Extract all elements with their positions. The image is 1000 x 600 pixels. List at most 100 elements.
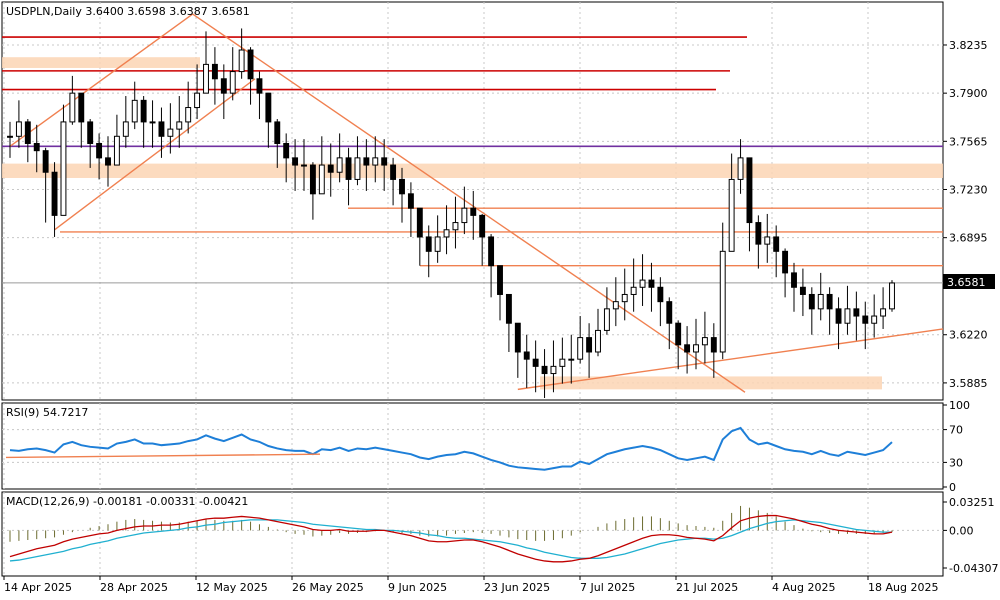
bearish-candle <box>657 286 664 303</box>
bearish-candle <box>808 293 815 310</box>
bearish-candle <box>666 301 673 324</box>
bearish-candle <box>791 272 797 288</box>
bullish-candle <box>728 178 735 252</box>
bullish-candle <box>452 222 459 231</box>
candlesticks <box>7 28 895 398</box>
bearish-candle <box>746 157 753 224</box>
bullish-candle <box>844 308 851 324</box>
macd-tick-label: 0.00 <box>949 524 974 537</box>
bullish-candle <box>176 121 183 130</box>
bullish-candle <box>372 157 379 166</box>
x-tick-label: 14 Apr 2025 <box>4 581 72 594</box>
rsi-line <box>9 426 893 471</box>
bearish-candle <box>505 293 512 324</box>
bearish-candle <box>158 121 165 137</box>
bullish-candle <box>7 135 13 138</box>
bullish-candle <box>889 282 895 310</box>
x-tick-label: 26 May 2025 <box>292 581 364 594</box>
bearish-candle <box>648 279 655 288</box>
price-tick-label: 3.6895 <box>949 232 988 245</box>
bullish-candle <box>336 157 343 173</box>
bullish-candle <box>167 128 174 137</box>
bearish-candle <box>782 250 789 274</box>
bearish-candle <box>835 308 842 324</box>
bullish-candle <box>871 315 878 324</box>
bearish-candle <box>105 157 111 166</box>
y-axis: 3.8235 3.7900 3.7565 3.7230 3.6895 3.6220 3.58… <box>943 39 998 575</box>
bearish-candle <box>87 121 94 144</box>
trend-line <box>54 78 256 231</box>
bullish-candle <box>630 286 637 295</box>
bearish-candle <box>497 265 503 295</box>
bullish-candle <box>15 121 22 137</box>
rsi-tick-label: 100 <box>949 399 970 412</box>
price-zone <box>540 376 882 390</box>
horizontal-levels <box>2 36 943 284</box>
bullish-candle <box>603 308 610 331</box>
bullish-candle <box>318 164 325 195</box>
bullish-candle <box>693 344 699 353</box>
x-tick-label: 18 Aug 2025 <box>868 581 938 594</box>
bullish-candle <box>737 157 744 180</box>
bearish-candle <box>532 358 539 367</box>
rsi-panel-frame <box>1 402 944 490</box>
bearish-candle <box>710 337 717 353</box>
bearish-candle <box>283 142 290 159</box>
bullish-candle <box>203 63 209 94</box>
bullish-candle <box>60 121 67 216</box>
price-tick-label: 3.8235 <box>949 39 988 52</box>
bearish-candle <box>853 308 860 317</box>
bullish-candle <box>719 250 726 353</box>
bearish-candle <box>799 286 806 295</box>
price-tick-label: 3.5885 <box>949 377 988 390</box>
bearish-candle <box>586 337 593 353</box>
bullish-candle <box>122 121 129 137</box>
macd-tick-label: -0.04307 <box>949 562 998 575</box>
bearish-candle <box>274 121 281 144</box>
bearish-candle <box>220 78 227 94</box>
rsi-trend-line <box>5 453 321 459</box>
trend-line <box>517 328 944 391</box>
rsi-tick-label: 0 <box>949 481 956 494</box>
price-tick-label: 3.7230 <box>949 183 988 196</box>
bearish-candle <box>479 214 486 238</box>
bullish-candle <box>817 293 824 310</box>
bullish-candle <box>113 135 120 166</box>
x-tick-label: 23 Jun 2025 <box>484 581 550 594</box>
bearish-candle <box>826 293 833 310</box>
bearish-candle <box>292 157 299 166</box>
bullish-candle <box>443 229 450 238</box>
bearish-candle <box>327 164 334 173</box>
grid-lines <box>2 2 943 576</box>
bearish-candle <box>140 99 147 123</box>
rsi-panel-header: RSI(9) 54.7217 <box>6 406 88 419</box>
x-tick-label: 12 May 2025 <box>196 581 268 594</box>
current-price-tag <box>943 274 995 289</box>
bearish-candle <box>755 222 762 245</box>
bearish-candle <box>78 92 85 123</box>
bullish-candle <box>194 92 201 109</box>
bearish-candle <box>96 142 103 159</box>
macd-main-line <box>9 514 893 563</box>
bullish-candle <box>301 164 307 167</box>
x-tick-label: 4 Aug 2025 <box>772 581 835 594</box>
price-tick-label: 3.7900 <box>949 87 988 100</box>
bullish-candle <box>577 337 584 360</box>
bullish-candle <box>354 157 361 180</box>
x-tick-label: 9 Jun 2025 <box>388 581 447 594</box>
price-panel-header: USDPLN,Daily 3.6400 3.6598 3.6387 3.6581 <box>6 5 250 18</box>
macd-indicator <box>9 505 893 563</box>
rsi-tick-label: 30 <box>949 456 963 469</box>
bearish-candle <box>33 142 40 152</box>
x-tick-label: 28 Apr 2025 <box>100 581 168 594</box>
rsi-tick-label: 70 <box>949 424 963 437</box>
bearish-candle <box>42 150 49 173</box>
bullish-candle <box>461 207 468 224</box>
bearish-candle <box>514 322 521 353</box>
bullish-candle <box>131 99 138 123</box>
bullish-candle <box>434 236 441 252</box>
bearish-candle <box>51 171 58 216</box>
bullish-candle <box>559 358 566 367</box>
bullish-candle <box>550 365 557 375</box>
